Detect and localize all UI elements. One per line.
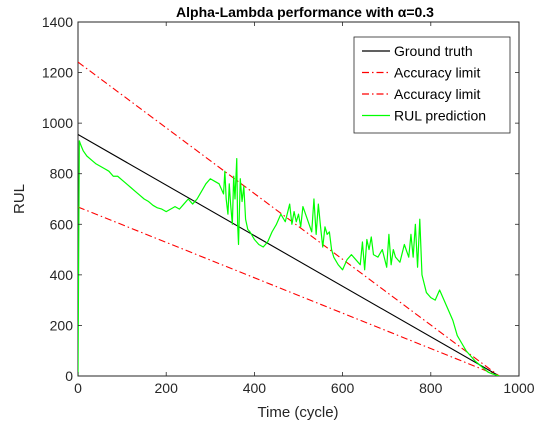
- y-axis-label: RUL: [11, 184, 28, 214]
- x-tick-label: 200: [155, 380, 179, 396]
- legend-entry-label: Accuracy limit: [394, 86, 480, 102]
- y-tick-label: 600: [50, 216, 74, 232]
- y-tick-label: 1200: [42, 65, 73, 81]
- y-tick-label: 200: [50, 317, 74, 333]
- x-tick-label: 400: [243, 380, 267, 396]
- legend-entry-label: Accuracy limit: [394, 65, 480, 81]
- x-axis-ticks: 0 200 400 600 800 1000: [74, 22, 535, 396]
- legend-box: [353, 36, 511, 134]
- y-axis-ticks: 0 200 400 600 800 1000 1200 1400: [42, 14, 519, 384]
- y-tick-label: 1400: [42, 14, 73, 30]
- series-line-ground-truth-0: [78, 134, 500, 376]
- y-tick-label: 400: [50, 267, 74, 283]
- series-line-rul-prediction-3: [78, 140, 500, 376]
- y-tick-label: 0: [65, 368, 73, 384]
- x-tick-label: 0: [74, 380, 82, 396]
- y-tick-label: 1000: [42, 115, 73, 131]
- series-line-accuracy-limit-1: [78, 61, 500, 376]
- legend: Ground truth Accuracy limit Accuracy limit…: [353, 36, 511, 134]
- legend-entry-label: RUL prediction: [394, 108, 486, 124]
- chart-title: Alpha-Lambda performance with α=0.3: [176, 4, 434, 20]
- y-tick-label: 800: [50, 166, 74, 182]
- x-tick-label: 1000: [503, 380, 534, 396]
- legend-entry-label: Ground truth: [394, 43, 473, 59]
- x-tick-label: 600: [331, 380, 355, 396]
- x-axis-label: Time (cycle): [257, 404, 338, 421]
- series-layer: [78, 61, 500, 376]
- series-line-accuracy-limit-2: [78, 206, 500, 376]
- x-tick-label: 800: [419, 380, 443, 396]
